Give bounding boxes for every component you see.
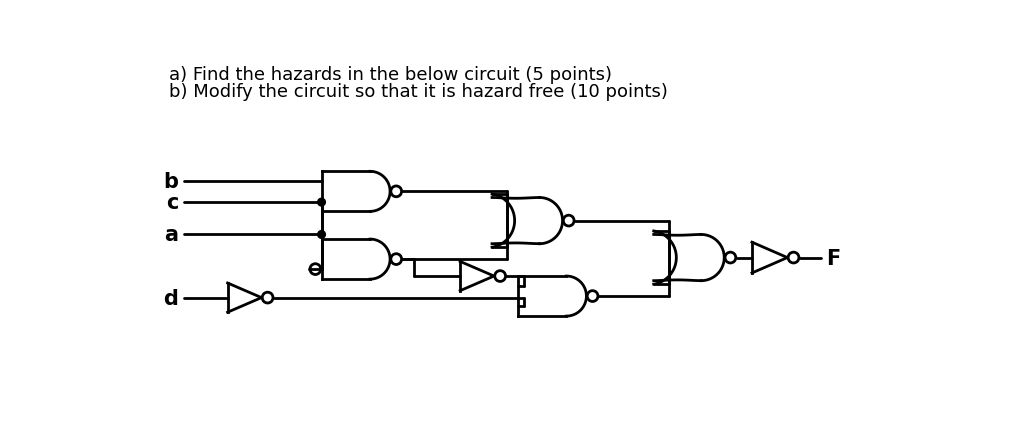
Text: b: b — [163, 171, 178, 191]
Text: b) Modify the circuit so that it is hazard free (10 points): b) Modify the circuit so that it is haza… — [169, 83, 668, 101]
Text: a: a — [164, 225, 178, 245]
Text: a) Find the hazards in the below circuit (5 points): a) Find the hazards in the below circuit… — [169, 66, 612, 84]
Text: d: d — [164, 288, 178, 308]
Text: F: F — [826, 248, 840, 268]
Circle shape — [317, 199, 326, 207]
Circle shape — [317, 231, 326, 239]
Text: c: c — [166, 193, 178, 213]
